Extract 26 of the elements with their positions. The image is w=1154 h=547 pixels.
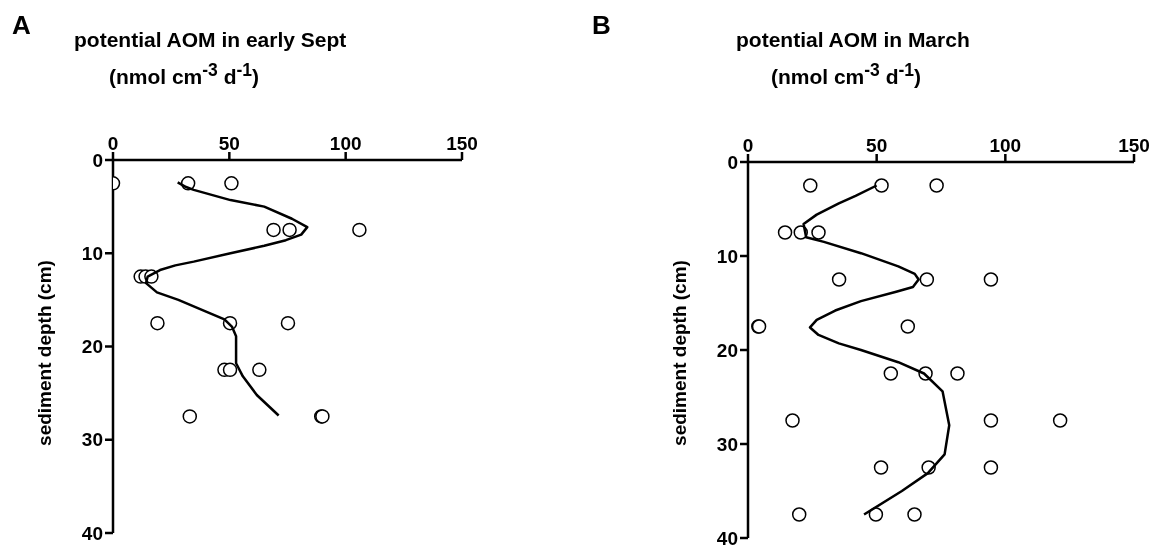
x-tick-label: 150 — [1118, 135, 1150, 156]
x-tick-label: 50 — [218, 133, 240, 154]
x-tick-label: 50 — [866, 135, 888, 156]
y-tick-label: 40 — [81, 522, 103, 544]
chart-title: potential AOM in March — [736, 28, 970, 52]
y-tick-label: 20 — [81, 336, 103, 358]
y-axis-title: sediment depth (cm) — [34, 260, 56, 446]
x-tick-label: 100 — [329, 133, 362, 154]
y-tick-label: 0 — [92, 149, 103, 171]
x-axis-title: (nmol cm$^{-3}$ d$^{-1}$) — [107, 60, 261, 89]
text: A — [12, 10, 31, 41]
y-tick-label: 10 — [716, 245, 738, 267]
y-tick-label: 40 — [716, 527, 738, 547]
x-tick-label: 100 — [989, 135, 1022, 156]
y-tick-label: 20 — [716, 339, 738, 361]
x-tick-label: 0 — [742, 135, 754, 156]
text: B — [592, 10, 611, 41]
y-tick-label: 0 — [727, 151, 738, 173]
chart-title: potential AOM in early Sept — [74, 28, 347, 52]
y-tick-label: 30 — [716, 433, 738, 455]
y-axis-title: sediment depth (cm) — [669, 260, 691, 446]
x-axis-title: (nmol cm$^{-3}$ d$^{-1}$) — [769, 60, 923, 89]
y-tick-label: 30 — [81, 429, 103, 451]
y-tick-label: 10 — [81, 242, 103, 264]
x-tick-label: 150 — [446, 133, 478, 154]
x-tick-label: 0 — [107, 133, 119, 154]
